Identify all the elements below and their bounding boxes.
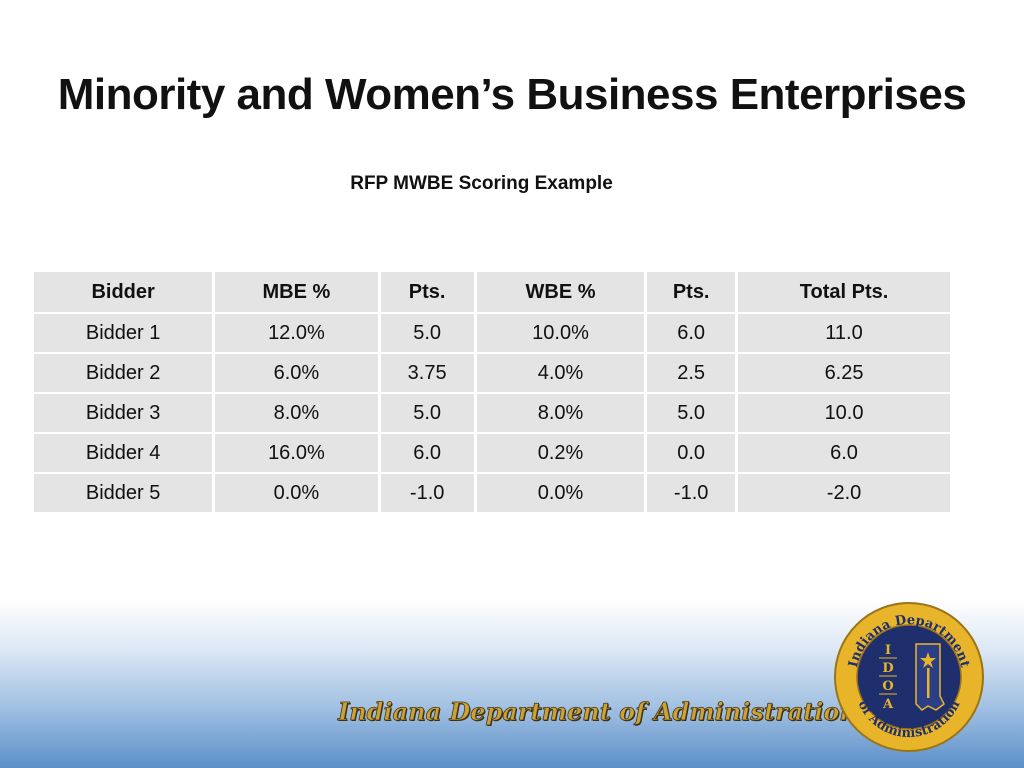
cell-total-points: 6.25 bbox=[738, 354, 950, 392]
idoa-seal-logo: Indiana Department of Administration I D… bbox=[834, 602, 984, 752]
cell-mbe-percent: 16.0% bbox=[215, 434, 378, 472]
cell-mbe-points: 6.0 bbox=[380, 434, 474, 472]
header-mbe-percent: MBE % bbox=[215, 272, 378, 312]
cell-total-points: 6.0 bbox=[738, 434, 950, 472]
cell-wbe-percent: 4.0% bbox=[476, 354, 645, 392]
torch-handle-icon bbox=[927, 668, 930, 698]
cell-bidder: Bidder 5 bbox=[34, 474, 213, 512]
cell-wbe-points: 5.0 bbox=[647, 394, 736, 432]
header-total-points: Total Pts. bbox=[738, 272, 950, 312]
header-wbe-percent: WBE % bbox=[476, 272, 645, 312]
header-mbe-points: Pts. bbox=[380, 272, 474, 312]
cell-wbe-percent: 0.0% bbox=[476, 474, 645, 512]
cell-mbe-points: 5.0 bbox=[380, 394, 474, 432]
cell-mbe-points: -1.0 bbox=[380, 474, 474, 512]
cell-wbe-points: -1.0 bbox=[647, 474, 736, 512]
seal-letters: I D O A bbox=[882, 643, 894, 712]
cell-mbe-percent: 0.0% bbox=[215, 474, 378, 512]
cell-mbe-points: 3.75 bbox=[380, 354, 474, 392]
cell-mbe-percent: 8.0% bbox=[215, 394, 378, 432]
table-row: Bidder 1 12.0% 5.0 10.0% 6.0 11.0 bbox=[34, 314, 950, 352]
cell-wbe-points: 2.5 bbox=[647, 354, 736, 392]
cell-wbe-points: 6.0 bbox=[647, 314, 736, 352]
cell-mbe-points: 5.0 bbox=[380, 314, 474, 352]
seal-letter: D bbox=[882, 661, 893, 676]
cell-wbe-percent: 0.2% bbox=[476, 434, 645, 472]
cell-mbe-percent: 6.0% bbox=[215, 354, 378, 392]
cell-wbe-percent: 10.0% bbox=[476, 314, 645, 352]
table-row: Bidder 2 6.0% 3.75 4.0% 2.5 6.25 bbox=[34, 354, 950, 392]
table-row: Bidder 4 16.0% 6.0 0.2% 0.0 6.0 bbox=[34, 434, 950, 472]
torch-flame-icon bbox=[920, 652, 936, 668]
seal-letter: O bbox=[882, 679, 893, 694]
header-bidder: Bidder bbox=[34, 272, 213, 312]
cell-bidder: Bidder 3 bbox=[34, 394, 213, 432]
cell-mbe-percent: 12.0% bbox=[215, 314, 378, 352]
scoring-table: Bidder MBE % Pts. WBE % Pts. Total Pts. … bbox=[31, 270, 953, 514]
table-row: Bidder 3 8.0% 5.0 8.0% 5.0 10.0 bbox=[34, 394, 950, 432]
cell-bidder: Bidder 2 bbox=[34, 354, 213, 392]
cell-total-points: 10.0 bbox=[738, 394, 950, 432]
table-row: Bidder 5 0.0% -1.0 0.0% -1.0 -2.0 bbox=[34, 474, 950, 512]
cell-wbe-percent: 8.0% bbox=[476, 394, 645, 432]
page-title: Minority and Women’s Business Enterprise… bbox=[57, 70, 967, 119]
seal-letter: I bbox=[885, 643, 891, 658]
table-caption: RFP MWBE Scoring Example bbox=[350, 173, 613, 194]
cell-bidder: Bidder 4 bbox=[34, 434, 213, 472]
cell-total-points: 11.0 bbox=[738, 314, 950, 352]
cell-bidder: Bidder 1 bbox=[34, 314, 213, 352]
table-header-row: Bidder MBE % Pts. WBE % Pts. Total Pts. bbox=[34, 272, 950, 312]
header-wbe-points: Pts. bbox=[647, 272, 736, 312]
department-name: Indiana Department of Administration bbox=[338, 697, 858, 727]
cell-wbe-points: 0.0 bbox=[647, 434, 736, 472]
seal-letter: A bbox=[882, 697, 894, 712]
cell-total-points: -2.0 bbox=[738, 474, 950, 512]
indiana-state-outline-icon bbox=[915, 643, 945, 711]
